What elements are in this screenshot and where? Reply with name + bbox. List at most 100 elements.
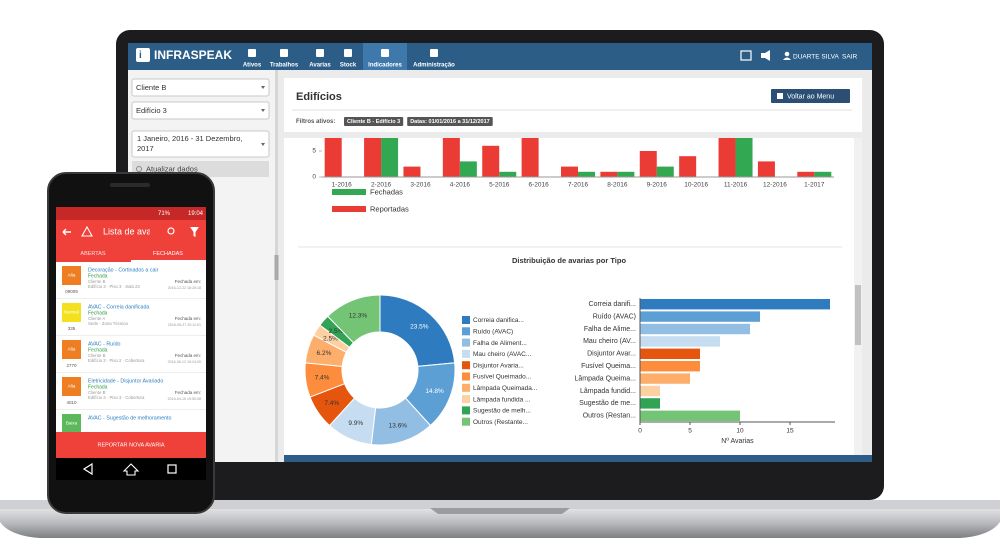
date-range-picker[interactable] (131, 130, 270, 158)
user-name[interactable]: DUARTE SILVA (793, 54, 840, 61)
x-tick-label: 11-2016 (724, 182, 748, 189)
y-tick-label: Correia danifi... (589, 301, 637, 308)
megaphone-icon[interactable] (761, 50, 770, 61)
bar (797, 171, 815, 177)
bar (561, 166, 578, 177)
building-select[interactable] (131, 101, 270, 120)
x-tick-label: 7-2016 (568, 182, 589, 189)
bar (814, 171, 832, 177)
nav-item[interactable]: Ativos (243, 63, 262, 69)
report-button[interactable] (56, 432, 206, 458)
closed-date: 2016-04-15 19:50:08 (168, 397, 201, 401)
item-location: Edifício 3 · Piso 2 · Cobertura (88, 358, 145, 363)
filter-chip (407, 117, 493, 126)
filter-icon[interactable] (190, 227, 199, 237)
bar (640, 361, 700, 372)
legend-swatch (462, 361, 470, 370)
tab-indicator (131, 260, 206, 262)
legend-swatch (462, 327, 470, 336)
slice-label: 23.5% (410, 323, 429, 330)
x-tick-label: 4-2016 (450, 182, 471, 189)
search-icon[interactable] (167, 227, 175, 235)
nav-item[interactable]: Administração (413, 63, 455, 69)
legend-swatch (462, 406, 470, 415)
item-title[interactable]: AVAC - Ruído (88, 341, 121, 347)
legend-label: Outros (Restante... (473, 419, 528, 426)
building-value: Edifício 3 (136, 106, 167, 115)
logout[interactable]: SAIR (842, 54, 857, 61)
filter-chip (344, 117, 404, 126)
bar (499, 171, 517, 177)
calendar-icon[interactable] (740, 50, 752, 61)
priority: Alta (68, 347, 76, 352)
nav-icon (344, 49, 352, 57)
priority-badge (62, 340, 81, 359)
logo-icon (136, 48, 150, 62)
refresh-label: Atualizar dados (146, 164, 198, 173)
select-arrow (261, 86, 265, 89)
y-tick-label: Fusível Queima... (581, 363, 636, 370)
slice-label: 13.6% (389, 422, 408, 429)
y-tick-label: Ruído (AVAC) (593, 313, 636, 320)
nav-recent[interactable] (167, 464, 177, 474)
phone: 71% 19:04 Lista de avarias ABERTAS FECHA… (47, 172, 215, 514)
bar (521, 138, 539, 177)
clock: 19:04 (188, 211, 204, 217)
item-title[interactable]: AVAC - Sugestão de melhoramento (88, 415, 171, 421)
item-client: Cliente B (88, 390, 106, 395)
item-status: Fechada (88, 347, 108, 353)
slice-label: 2.5% (323, 335, 338, 342)
tab-active[interactable]: FECHADAS (153, 251, 183, 257)
x-tick-label: 5 (688, 428, 692, 435)
client-select[interactable] (131, 78, 270, 97)
item-location: Sede · Zona Técnica (88, 321, 128, 326)
donut-slice (379, 294, 456, 367)
nav-item[interactable]: Stock (340, 63, 357, 69)
item-client: Cliente B (88, 279, 106, 284)
back-icon (777, 93, 783, 99)
slice-label: 7.4% (315, 375, 330, 382)
back-button[interactable] (771, 89, 850, 103)
legend-swatch (462, 338, 470, 347)
nav-home[interactable] (122, 463, 140, 476)
bar (403, 166, 421, 177)
priority: Alta (68, 384, 76, 389)
chart-title: Distribuição de avarias por Tipo (512, 256, 626, 265)
bar (640, 348, 700, 359)
slice-label: 14.8% (425, 388, 444, 395)
x-tick-label: 5-2016 (489, 182, 510, 189)
warning-icon (81, 225, 93, 237)
slice-label: 6.2% (317, 350, 332, 357)
item-title[interactable]: AVAC - Correia danificada (88, 304, 149, 310)
legend-label: Sugestão de melh... (473, 408, 531, 415)
item-status: Fechada (88, 273, 108, 279)
item-title[interactable]: Decoração - Cortinados a cair (88, 267, 159, 273)
item-title[interactable]: Eletricidade - Disjuntor Avariado (88, 378, 163, 384)
nav-bar (56, 458, 206, 480)
logo-mark: i (139, 50, 142, 61)
bar (640, 311, 760, 322)
refresh-icon (136, 166, 142, 172)
nav-item[interactable]: Indicadores (368, 63, 402, 69)
nav-icon (430, 49, 438, 57)
bar (640, 385, 660, 397)
priority: Alta (68, 273, 76, 278)
slice-label: 7.4% (324, 400, 339, 407)
nav-back[interactable] (82, 462, 93, 476)
filters-label: Filtros ativos: (296, 119, 335, 125)
legend-swatch (462, 383, 470, 392)
speaker (110, 183, 150, 187)
nav-item[interactable]: Avarias (309, 63, 331, 69)
nav-item[interactable]: Trabalhos (270, 63, 299, 69)
x-tick-label: 9-2016 (647, 182, 668, 189)
bar (679, 156, 697, 177)
nav-icon (381, 49, 389, 57)
legend-label: Ruído (AVAC) (473, 329, 513, 336)
tab[interactable]: ABERTAS (80, 251, 105, 257)
footer-bar (284, 455, 872, 462)
back-arrow[interactable] (62, 228, 71, 236)
status-bar (56, 207, 206, 220)
legend-label: Lâmpada fundida ... (473, 396, 531, 403)
